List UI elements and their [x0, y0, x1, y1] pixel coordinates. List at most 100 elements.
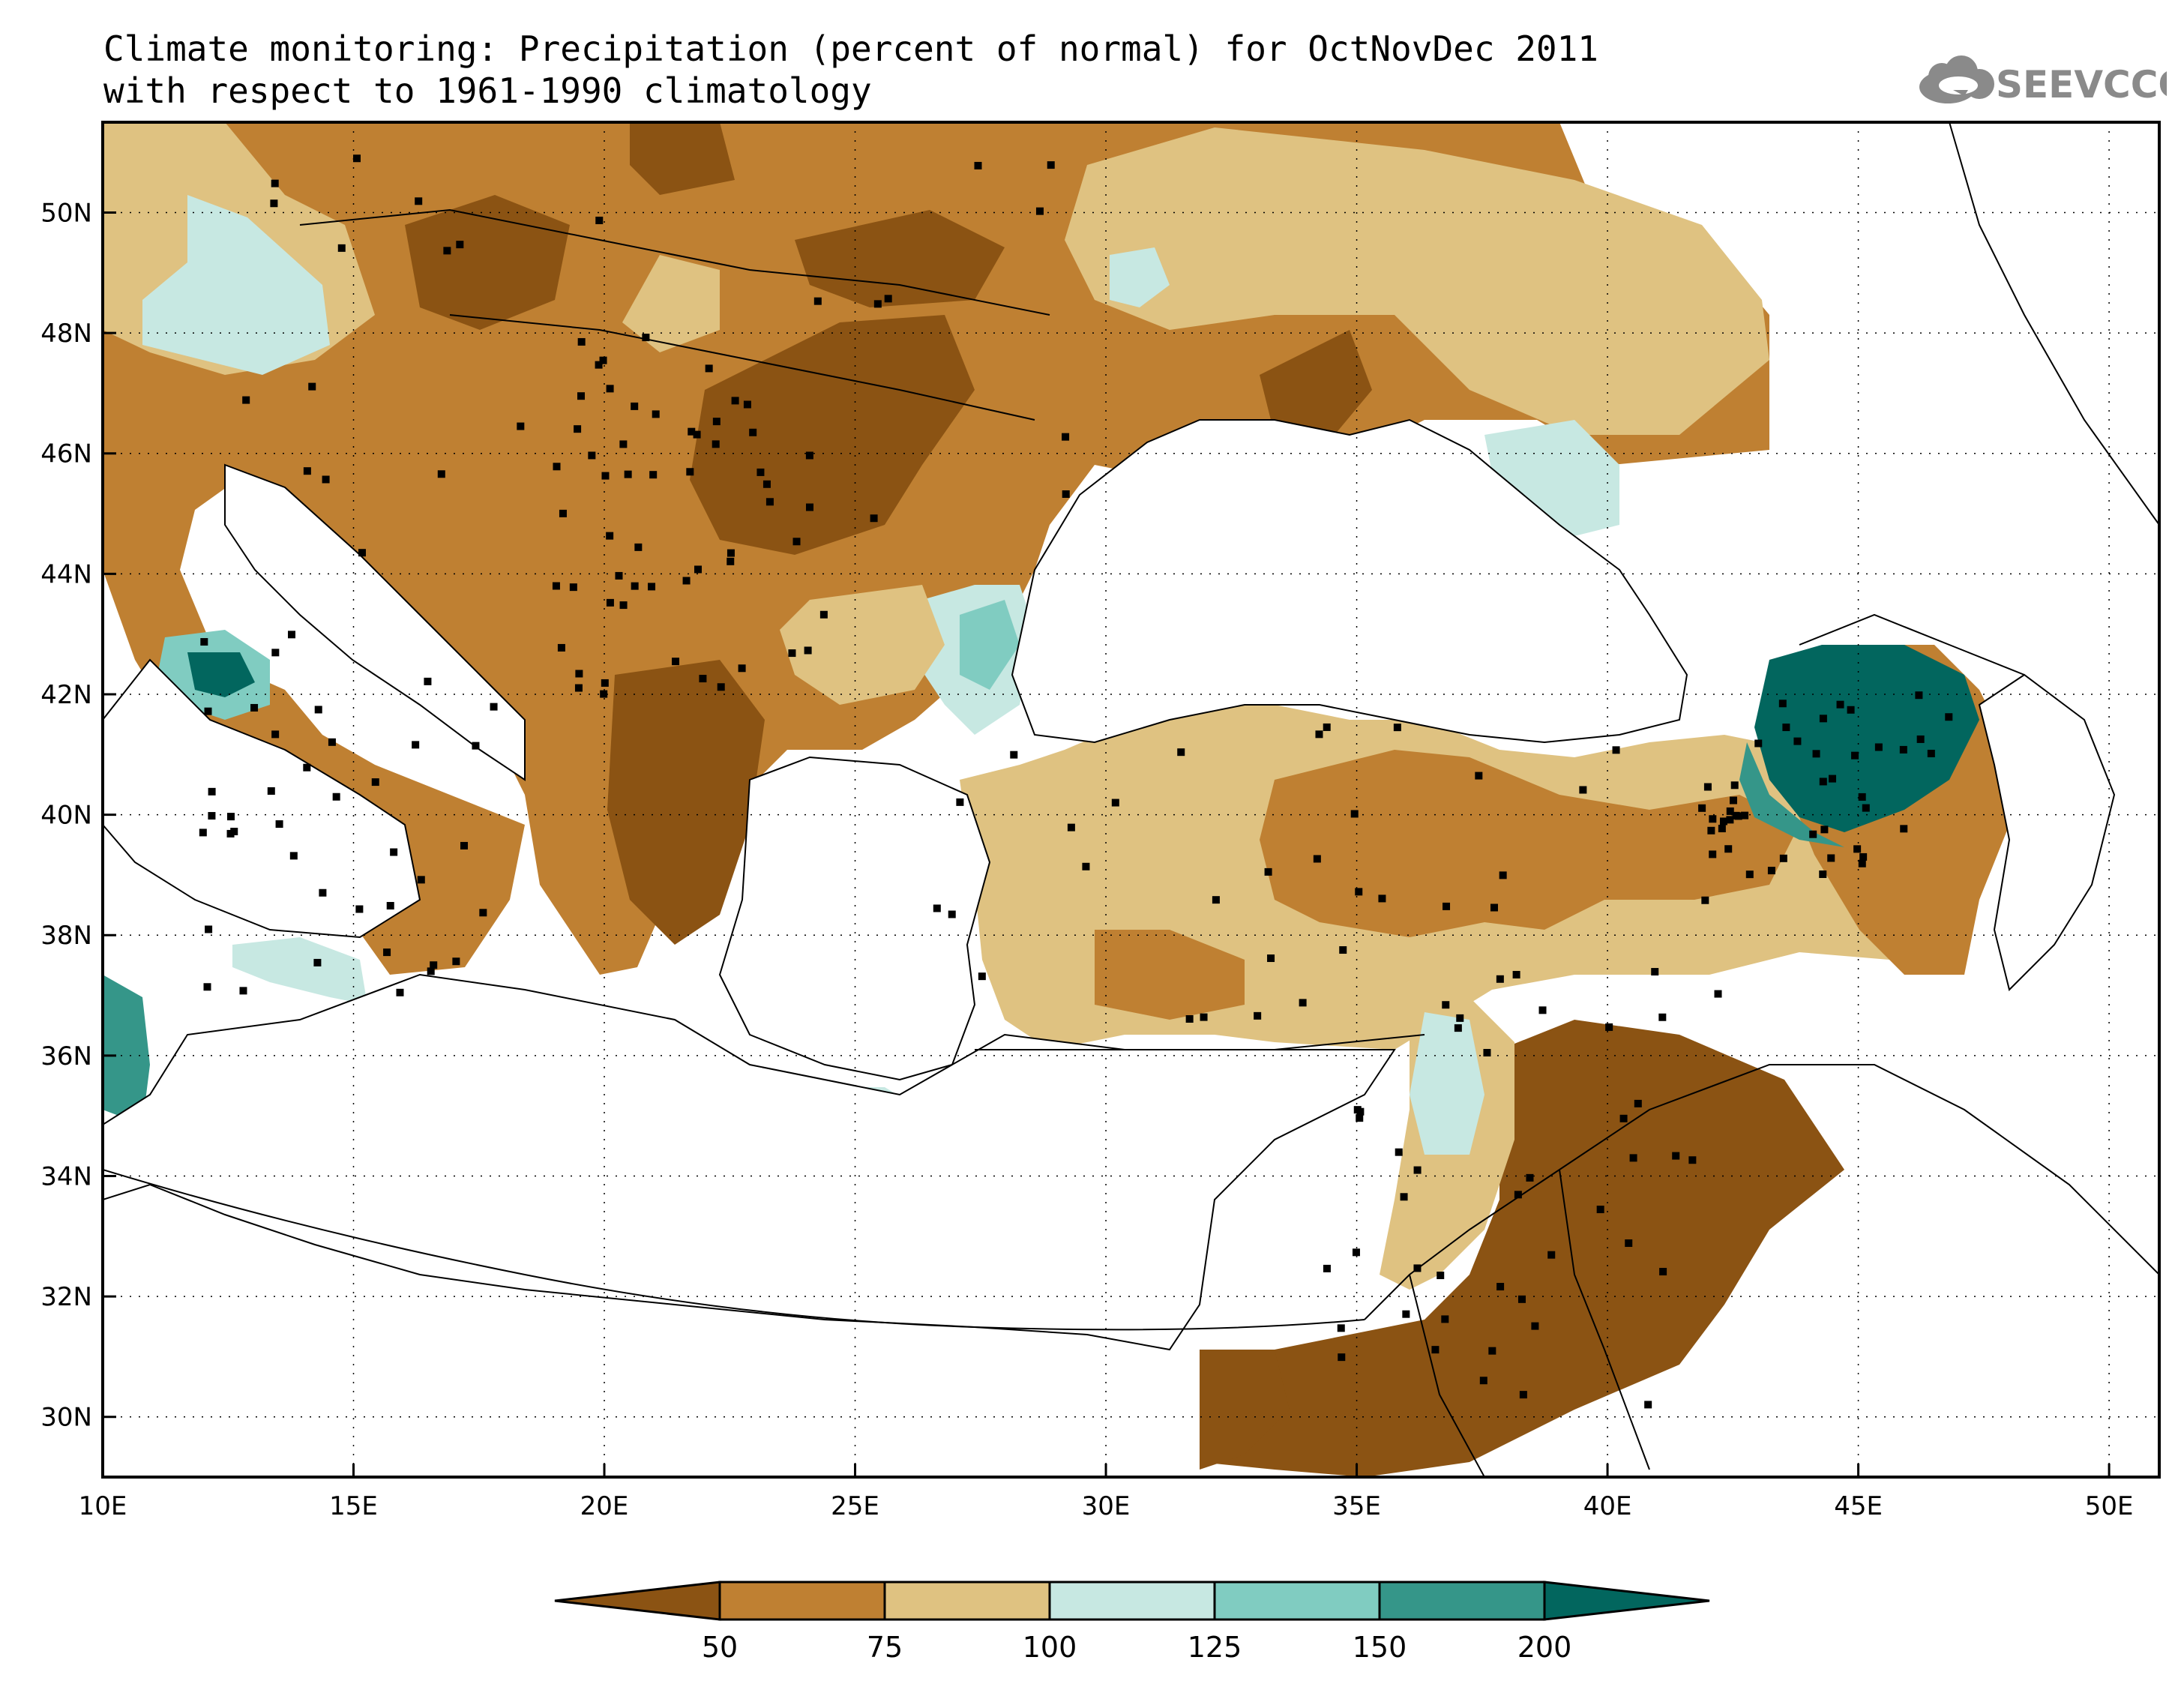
station-marker [557, 643, 565, 652]
region-czech-mid [622, 255, 720, 352]
station-marker [479, 909, 487, 917]
station-marker [267, 787, 275, 795]
station-marker [1709, 815, 1717, 823]
region-ukraine-mid [1065, 127, 1769, 435]
station-marker [606, 532, 614, 540]
station-marker [1443, 902, 1451, 910]
station-marker [1378, 894, 1386, 903]
station-marker [1267, 954, 1275, 963]
adriatic-sea [224, 463, 526, 781]
station-marker [577, 337, 586, 346]
station-marker [1512, 970, 1520, 978]
station-marker [1945, 713, 1953, 721]
station-marker [634, 543, 643, 551]
station-marker [762, 480, 771, 488]
region-austria-wet [142, 195, 330, 375]
region-ukr-wet [1110, 247, 1170, 307]
region-bulgaria-wetter [960, 600, 1020, 690]
station-marker [1111, 799, 1119, 807]
station-marker [1082, 862, 1090, 870]
station-marker [1619, 1114, 1628, 1122]
station-marker [1488, 1347, 1496, 1355]
station-marker [1437, 1272, 1445, 1280]
x-tick-label: 45E [1834, 1491, 1883, 1521]
station-marker [652, 410, 660, 418]
title-line-2: with respect to 1961-1990 climatology [103, 70, 872, 111]
aegean-sea [718, 756, 991, 1081]
station-marker [1847, 706, 1855, 714]
station-marker [1338, 1353, 1346, 1362]
colorbar-segment [1048, 1581, 1216, 1621]
station-marker [1185, 1014, 1194, 1023]
station-marker [1519, 1391, 1527, 1399]
station-marker [819, 610, 828, 619]
station-marker [1441, 1315, 1449, 1323]
station-marker [417, 876, 425, 884]
region-sinai [1200, 1350, 1290, 1470]
colorbar-label: 50 [702, 1631, 738, 1664]
station-marker [631, 402, 639, 410]
station-marker [631, 582, 639, 590]
station-marker [472, 742, 480, 750]
region-poland-dry [405, 195, 570, 330]
station-marker [1836, 700, 1844, 709]
x-tick-label: 35E [1332, 1491, 1381, 1521]
station-marker [873, 300, 882, 308]
station-marker [569, 583, 577, 592]
y-tick-label: 38N [40, 921, 92, 951]
station-marker [1915, 691, 1923, 700]
title-line-1: Climate monitoring: Precipitation (perce… [103, 28, 1598, 69]
mediterranean-sea [103, 973, 1396, 1351]
station-marker [199, 829, 207, 837]
station-marker [649, 471, 658, 479]
station-marker [575, 670, 583, 678]
station-marker [727, 549, 735, 557]
station-marker [328, 738, 336, 746]
station-marker [490, 703, 498, 711]
station-marker [355, 905, 364, 913]
y-tick-label: 48N [40, 319, 92, 349]
station-marker [1442, 1001, 1450, 1009]
y-tick-label: 36N [40, 1041, 92, 1071]
station-marker [1315, 730, 1323, 739]
station-marker [1395, 1148, 1403, 1156]
station-marker [693, 430, 701, 439]
station-marker [727, 557, 735, 565]
station-marker [383, 948, 391, 957]
station-marker [1047, 161, 1055, 169]
station-marker [792, 538, 801, 546]
station-marker [1356, 1114, 1364, 1122]
station-marker [1496, 1283, 1505, 1291]
black-sea [1011, 418, 1688, 744]
station-marker [1547, 1251, 1556, 1259]
station-marker [1767, 867, 1775, 875]
station-marker [1062, 490, 1070, 499]
station-marker [705, 364, 713, 373]
station-marker [1874, 743, 1883, 751]
region-crimea-dry [1260, 330, 1372, 435]
station-marker [682, 577, 691, 585]
station-marker [1605, 1023, 1613, 1031]
station-marker [1490, 903, 1498, 912]
station-marker [437, 470, 445, 478]
station-marker [289, 852, 298, 860]
station-marker [1659, 1268, 1667, 1276]
station-marker [1299, 999, 1307, 1007]
station-marker [1726, 816, 1734, 824]
station-marker [1658, 1013, 1667, 1021]
station-marker [749, 428, 757, 436]
station-markers [199, 154, 1953, 1409]
station-marker [208, 812, 216, 820]
y-tick-label: 32N [40, 1282, 92, 1312]
station-marker [1475, 772, 1483, 780]
station-marker [1062, 433, 1070, 441]
station-marker [352, 154, 361, 163]
station-marker [606, 598, 614, 607]
x-tick-label: 25E [831, 1491, 879, 1521]
station-marker [271, 730, 280, 739]
station-marker [1483, 1049, 1491, 1057]
station-marker [559, 509, 567, 517]
station-marker [208, 787, 216, 796]
station-marker [1035, 207, 1044, 215]
